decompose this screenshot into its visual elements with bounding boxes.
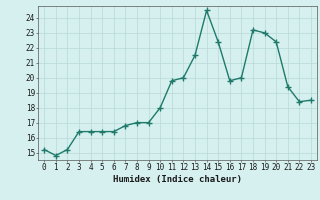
X-axis label: Humidex (Indice chaleur): Humidex (Indice chaleur) <box>113 175 242 184</box>
